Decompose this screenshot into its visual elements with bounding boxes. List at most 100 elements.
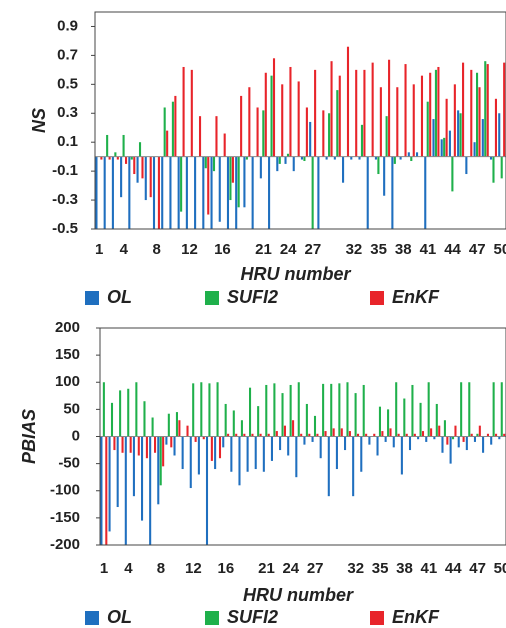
bar <box>129 436 132 453</box>
bar <box>102 382 105 437</box>
bar <box>492 382 495 437</box>
x-tick-label: 1 <box>95 241 103 258</box>
bar <box>365 433 368 437</box>
bar <box>441 436 444 453</box>
x-tick-label: 8 <box>157 560 165 577</box>
bar <box>132 436 135 497</box>
bar <box>346 46 350 157</box>
bar <box>443 137 446 157</box>
bar <box>360 124 364 157</box>
bar <box>451 156 454 192</box>
bar <box>256 107 259 157</box>
bar <box>127 388 130 437</box>
x-tick-label: 21 <box>255 241 272 258</box>
bar <box>446 436 449 445</box>
bar <box>457 110 460 157</box>
bar <box>366 156 369 229</box>
bar <box>356 433 360 437</box>
bar <box>311 436 314 442</box>
bar <box>325 156 328 160</box>
bar <box>279 436 282 451</box>
bar <box>208 383 211 437</box>
bar <box>308 433 311 437</box>
bar <box>408 436 412 451</box>
bar <box>352 436 355 497</box>
bar <box>110 402 114 437</box>
bar <box>292 420 295 437</box>
x-tick-label: 1 <box>100 560 108 577</box>
bar <box>393 156 396 164</box>
x-tick-label: 35 <box>370 241 387 258</box>
bar <box>230 436 233 472</box>
bar <box>283 425 286 437</box>
legend-swatch <box>85 611 99 625</box>
bar <box>210 156 213 229</box>
legend-swatch <box>85 291 99 305</box>
bar <box>173 436 176 456</box>
bar <box>303 156 306 162</box>
bar <box>218 436 222 459</box>
bar <box>489 156 493 160</box>
bar <box>205 436 209 545</box>
bar <box>476 433 479 437</box>
bar <box>443 420 446 437</box>
bar <box>490 436 493 445</box>
bar <box>335 436 338 470</box>
bar <box>281 84 284 157</box>
x-tick-label: 4 <box>124 560 133 577</box>
bar <box>411 384 414 437</box>
bar <box>503 433 506 437</box>
bar <box>278 156 281 164</box>
bar <box>437 66 440 157</box>
bar <box>257 406 260 437</box>
x-tick-label: 8 <box>152 241 160 258</box>
y-tick-label: 0.5 <box>57 75 78 92</box>
bar <box>216 382 219 437</box>
bar <box>378 406 381 437</box>
bar <box>135 382 138 437</box>
bar <box>389 428 392 437</box>
bar <box>311 156 314 229</box>
bar <box>207 156 210 215</box>
bar <box>192 383 195 437</box>
bar <box>338 383 341 437</box>
bar <box>149 156 152 198</box>
y-tick-label: 0.9 <box>57 17 78 34</box>
bar <box>254 436 257 470</box>
bar <box>322 110 325 157</box>
y-axis-title: PBIAS <box>19 409 39 464</box>
bar <box>197 436 200 475</box>
bar <box>119 390 122 437</box>
bar <box>272 58 276 157</box>
bar <box>169 156 172 229</box>
bar <box>175 412 178 437</box>
bar <box>383 156 386 196</box>
bar <box>309 121 312 157</box>
bar <box>473 436 476 442</box>
y-tick-label: 200 <box>55 319 80 336</box>
y-tick-label: 50 <box>63 400 80 417</box>
bar <box>424 156 427 229</box>
x-tick-label: 35 <box>372 560 389 577</box>
bar <box>342 156 345 183</box>
bar <box>114 152 117 157</box>
bar <box>292 156 295 172</box>
bar <box>194 156 197 229</box>
bar <box>163 107 166 157</box>
bar <box>273 383 276 437</box>
bar <box>103 156 106 229</box>
bar <box>182 66 185 157</box>
bar <box>384 436 387 442</box>
bar <box>111 156 114 229</box>
bar <box>166 130 169 157</box>
bar <box>486 433 489 437</box>
bar <box>430 428 433 437</box>
bar <box>314 69 317 157</box>
bar <box>267 433 270 437</box>
x-tick-label: 47 <box>469 560 486 577</box>
bar <box>429 72 432 157</box>
bar <box>475 72 479 157</box>
bar <box>286 153 290 157</box>
bar <box>262 110 265 157</box>
